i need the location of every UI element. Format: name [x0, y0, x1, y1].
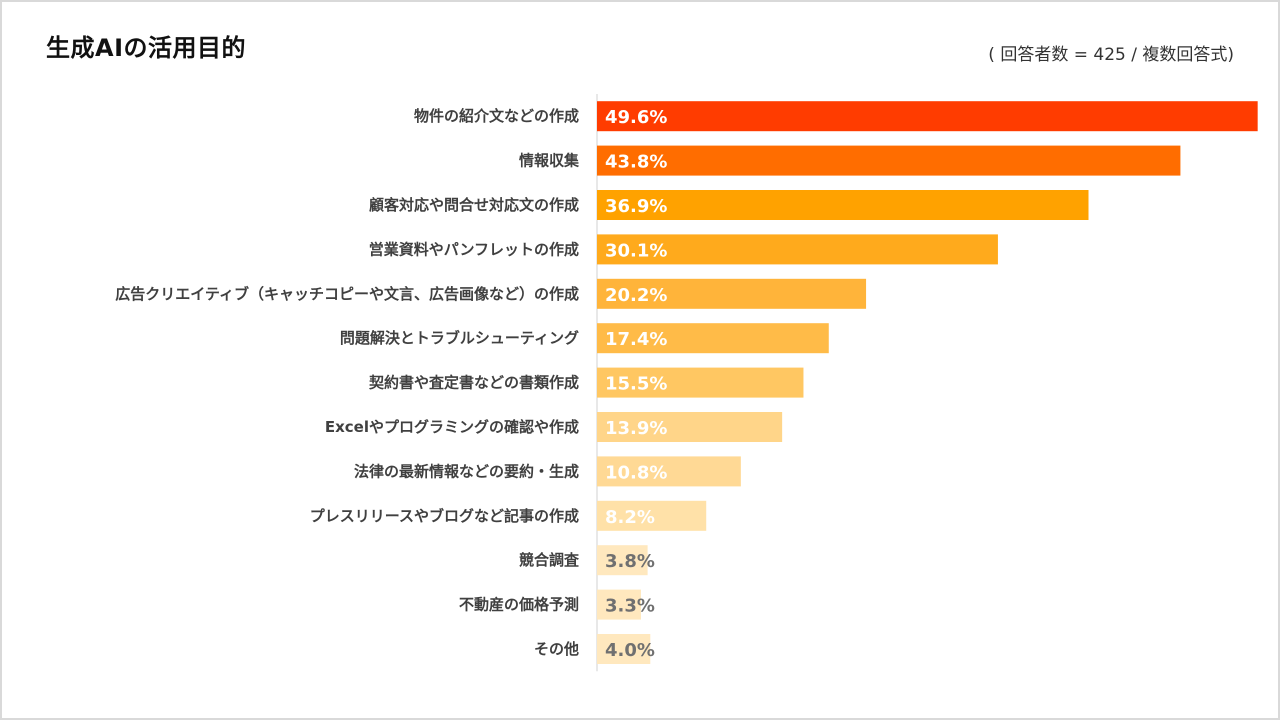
category-label: 広告クリエイティブ（キャッチコピーや文言、広告画像など）の作成 — [115, 285, 579, 303]
bar — [597, 367, 804, 398]
category-label: 物件の紹介文などの作成 — [414, 107, 579, 125]
category-label: Excelやプログラミングの確認や作成 — [325, 418, 579, 436]
value-label: 15.5% — [605, 374, 667, 395]
bar — [597, 412, 783, 442]
value-label: 43.8% — [605, 152, 667, 173]
value-label: 36.9% — [605, 196, 667, 217]
category-label: 情報収集 — [519, 152, 580, 170]
category-label: 問題解決とトラブルシューティング — [340, 329, 579, 347]
value-label: 10.8% — [605, 462, 667, 483]
bar — [597, 278, 867, 309]
category-label: 法律の最新情報などの要約・生成 — [354, 462, 579, 480]
bar — [597, 145, 1181, 176]
value-label: 8.2% — [605, 507, 655, 528]
value-label: 30.1% — [605, 240, 667, 261]
category-label: その他 — [534, 640, 579, 658]
bar — [597, 589, 641, 620]
category-label: 顧客対応や問合せ対応文の作成 — [369, 196, 579, 214]
category-label: 競合調査 — [519, 551, 580, 569]
value-label: 13.9% — [605, 418, 667, 439]
chart-title: 生成AIの活用目的 — [46, 34, 247, 62]
value-label: 3.8% — [605, 551, 655, 572]
bar — [597, 456, 741, 487]
bar — [597, 323, 829, 354]
value-label: 49.6% — [605, 107, 667, 128]
bar — [597, 190, 1089, 220]
category-label: 契約書や査定書などの書類作成 — [368, 374, 579, 392]
value-label: 3.3% — [605, 596, 655, 617]
value-label: 20.2% — [605, 285, 667, 306]
bar — [597, 234, 998, 265]
bar — [597, 500, 707, 531]
bar — [597, 545, 648, 576]
respondent-note: ( 回答者数 = 425 / 複数回答式) — [988, 45, 1234, 65]
category-label: 不動産の価格予測 — [459, 596, 579, 614]
bar — [597, 634, 651, 664]
category-label: プレスリリースやブログなど記事の作成 — [310, 507, 579, 525]
value-label: 4.0% — [605, 640, 655, 661]
bar — [597, 101, 1258, 132]
category-label: 営業資料やパンフレットの作成 — [369, 240, 579, 258]
value-label: 17.4% — [605, 329, 667, 350]
